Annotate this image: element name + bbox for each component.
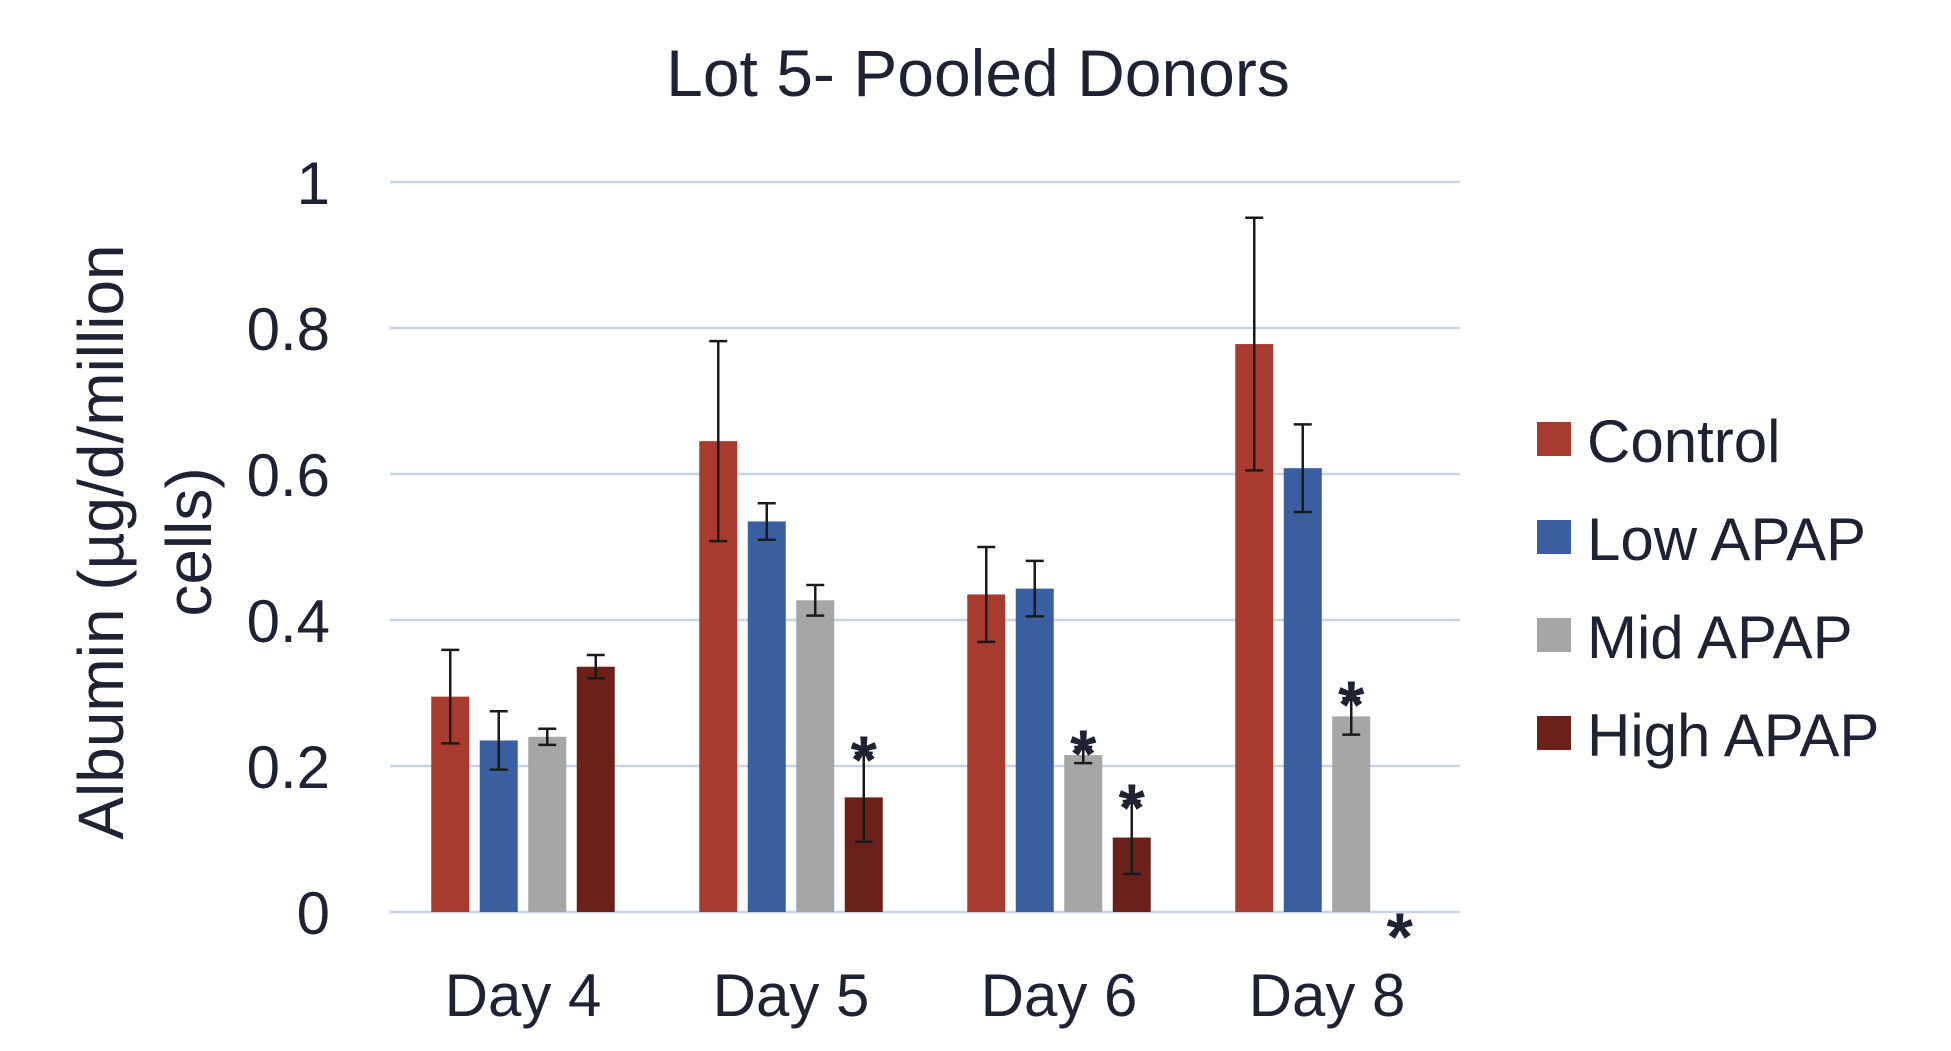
- error-bar: [757, 501, 776, 541]
- bar: [528, 736, 567, 912]
- legend-label: Low APAP: [1587, 506, 1866, 573]
- significance-asterisk: *: [851, 722, 878, 798]
- error-bar: [1245, 216, 1264, 472]
- legend-swatch: [1537, 618, 1571, 652]
- significance-asterisk: *: [1338, 667, 1365, 743]
- gridlines: [390, 180, 1460, 914]
- legend: Control Low APAP Mid APAP High APAP: [1537, 408, 1879, 769]
- significance-asterisk: *: [1070, 716, 1097, 792]
- x-tick-label: Day 8: [1249, 962, 1406, 1029]
- y-axis-label-line-1: Albumin (µg/d/million: [65, 244, 137, 839]
- error-bar: [1293, 423, 1312, 514]
- bar: [747, 521, 786, 912]
- error-bar: [854, 751, 873, 844]
- x-tick-label: Day 4: [445, 962, 602, 1029]
- legend-label: Mid APAP: [1587, 604, 1853, 671]
- legend-label: Control: [1587, 408, 1780, 475]
- legend-swatch: [1537, 422, 1571, 456]
- error-bar: [1122, 799, 1141, 876]
- y-axis-ticks: 0 0.2 0.4 0.6 0.8 1: [247, 150, 330, 947]
- legend-item: Control: [1537, 408, 1780, 475]
- y-axis-label: Albumin (µg/d/million cells): [65, 244, 225, 839]
- error-bar: [441, 648, 460, 745]
- significance-asterisk: *: [1387, 899, 1414, 975]
- chart-title: Lot 5- Pooled Donors: [666, 36, 1290, 110]
- legend-item: Low APAP: [1537, 506, 1866, 573]
- bar: [576, 666, 615, 912]
- bar: [796, 600, 835, 912]
- x-tick-label: Day 6: [981, 962, 1138, 1029]
- error-bar: [1074, 745, 1093, 765]
- x-axis-ticks: Day 4 Day 5 Day 6 Day 8: [445, 962, 1406, 1029]
- error-bar: [709, 339, 728, 543]
- error-bar: [806, 583, 825, 617]
- error-bar: [1342, 696, 1361, 736]
- bars: [431, 344, 1371, 912]
- significance-asterisk: *: [1119, 770, 1146, 846]
- error-bar: [489, 710, 508, 771]
- error-bar: [977, 545, 996, 644]
- bar: [1283, 468, 1322, 912]
- bar: [1064, 755, 1103, 912]
- y-axis-label-line-2: cells): [153, 467, 225, 616]
- error-bar: [1025, 559, 1044, 618]
- y-tick-label: 0.8: [247, 296, 330, 363]
- y-tick-label: 0: [297, 880, 330, 947]
- significance-markers: * * * * *: [851, 667, 1414, 975]
- error-bar: [586, 653, 605, 680]
- legend-swatch: [1537, 520, 1571, 554]
- y-tick-label: 0.4: [247, 588, 330, 655]
- bar: [967, 594, 1006, 912]
- bar: [1015, 588, 1054, 912]
- error-bar: [538, 727, 557, 747]
- legend-swatch: [1537, 716, 1571, 750]
- error-bars: [441, 216, 1361, 876]
- bar: [1332, 716, 1371, 912]
- legend-label: High APAP: [1587, 702, 1879, 769]
- y-tick-label: 1: [297, 150, 330, 217]
- y-tick-label: 0.2: [247, 734, 330, 801]
- legend-item: High APAP: [1537, 702, 1879, 769]
- legend-item: Mid APAP: [1537, 604, 1853, 671]
- y-tick-label: 0.6: [247, 442, 330, 509]
- x-tick-label: Day 5: [713, 962, 870, 1029]
